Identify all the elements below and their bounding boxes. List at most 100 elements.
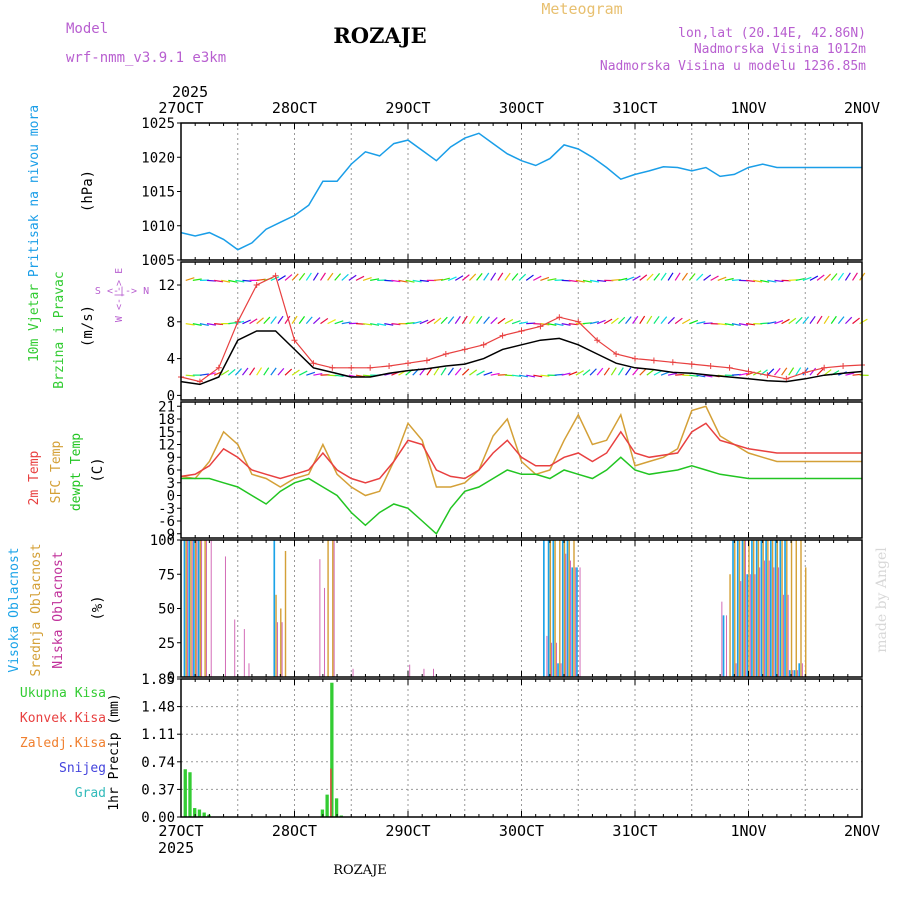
wind-arrow — [816, 368, 824, 376]
wind-arrow — [547, 323, 557, 326]
precip-total-bar — [183, 769, 187, 817]
wind-arrow — [214, 323, 224, 326]
cloud-mid-title: Srednja Oblacnost — [29, 543, 44, 676]
cloud-high-bar — [543, 540, 545, 677]
wind-arrow — [249, 318, 258, 325]
sfc-temp-line — [180, 405, 862, 497]
cloud-mid-bar — [771, 540, 774, 677]
wind-arrow — [185, 323, 195, 326]
wind-arrow — [263, 367, 270, 376]
wind-arrow — [483, 371, 493, 376]
cloud-mid-bar — [776, 540, 779, 677]
wind-arrow — [426, 318, 435, 325]
wind-arrow — [291, 369, 300, 376]
cloud-high-bar — [193, 540, 195, 677]
wind-arrow — [660, 316, 668, 325]
cloud-high-bar — [552, 540, 555, 677]
wind-arrow — [270, 316, 277, 325]
cloud-low-bar — [551, 642, 553, 677]
cloud-low-bar — [797, 670, 798, 677]
temp2m-title: 2m Temp — [27, 450, 42, 505]
cloud-mid-bar — [734, 540, 736, 677]
wind-arrow — [234, 368, 242, 376]
wind-arrow — [830, 273, 838, 281]
cloud-mid-bar — [563, 540, 566, 677]
wind-arrow — [575, 279, 585, 283]
wind-arrow — [327, 272, 334, 281]
wind-arrow — [774, 319, 784, 325]
y-tick-label: 3 — [167, 476, 175, 492]
wind-gust-mark — [461, 346, 468, 353]
cloud-mid-bar — [199, 540, 202, 677]
wind-arrow — [617, 367, 624, 376]
wind-arrow — [632, 367, 639, 376]
cloud-low-bar — [187, 540, 188, 677]
wind-gust-mark — [764, 372, 771, 379]
cloud-high-bar — [751, 540, 753, 677]
wind-arrow — [596, 319, 606, 325]
wind-arrow — [483, 316, 490, 325]
wind-arrow — [667, 272, 674, 281]
precip-legend-item: Zaledj.Kisa — [20, 736, 106, 751]
wind-panel: 0 4 8 12 10m Vjetar Brzina i Pravac (m/s) W <-|… — [27, 268, 869, 404]
wind-arrow — [837, 272, 845, 281]
model-elevation: Nadmorska Visina u modelu 1236.85m — [600, 59, 866, 74]
wind-arrow — [852, 272, 858, 281]
cloud-unit: (%) — [90, 595, 106, 620]
wind-arrow — [192, 323, 202, 326]
wind-arrow — [774, 367, 781, 376]
lonlat: lon,lat (20.14E, 42.86N) — [678, 26, 866, 41]
dewpt-line — [181, 456, 862, 535]
wind-arrow — [625, 316, 632, 325]
cloud-low-bar — [248, 663, 250, 677]
wind-gust-mark — [726, 364, 733, 371]
wind-arrow — [447, 367, 454, 376]
cloud-low-bar — [749, 574, 751, 677]
wind-arrow — [306, 371, 316, 376]
wind-arrow — [511, 273, 519, 281]
wind-arrow — [320, 272, 326, 281]
wind-arrow — [540, 374, 550, 377]
wind-arrow — [497, 317, 506, 325]
wind-arrow — [291, 315, 298, 324]
wind-arrow — [667, 316, 675, 325]
wind-arrow — [795, 277, 805, 281]
cloud-high-bar — [547, 540, 550, 677]
wind-gust-mark — [405, 360, 411, 367]
precip-total-bar — [320, 809, 325, 817]
date-label-top: 27OCT — [158, 99, 203, 117]
y-tick-label: 6 — [167, 463, 175, 479]
wind-arrow — [320, 317, 329, 325]
wind-gust-mark — [821, 364, 828, 371]
wind-arrow — [561, 323, 571, 326]
precip-total-bar — [325, 794, 329, 817]
y-tick-label: 15 — [158, 425, 175, 441]
wind-arrow — [469, 273, 477, 281]
wind-arrow — [405, 322, 415, 325]
wind-arrow — [781, 367, 788, 376]
cloud-mid-bar — [332, 540, 334, 677]
wind-arrow — [674, 272, 681, 281]
cloud-low-bar — [801, 663, 803, 677]
wind-arrow — [596, 367, 604, 376]
cloud-high-bar — [779, 540, 782, 677]
wind-gust-mark — [650, 357, 657, 364]
credit: made by Angel — [874, 547, 890, 653]
wind-arrow — [632, 275, 641, 281]
cloud-high-bar — [755, 540, 758, 677]
wind-arrow — [228, 321, 238, 325]
wind-arrow — [767, 321, 777, 325]
cloud-high-bar — [571, 567, 574, 677]
cloud-low-bar — [433, 668, 434, 677]
wind-arrow — [618, 316, 626, 325]
wind-arrow — [341, 321, 351, 325]
cloud-high-bar — [576, 567, 578, 677]
wind-arrow — [710, 275, 719, 281]
wind-arrow — [689, 374, 699, 377]
cloud-panel: 0 25 50 75 100 Visoka Oblacnost Srednja Oblacn… — [7, 533, 807, 686]
cloud-mid-bar — [786, 540, 788, 677]
wind-arrow — [717, 276, 727, 281]
wind-arrow — [291, 273, 299, 281]
wind-gust-mark — [556, 314, 563, 321]
wind-arrow — [440, 316, 448, 325]
